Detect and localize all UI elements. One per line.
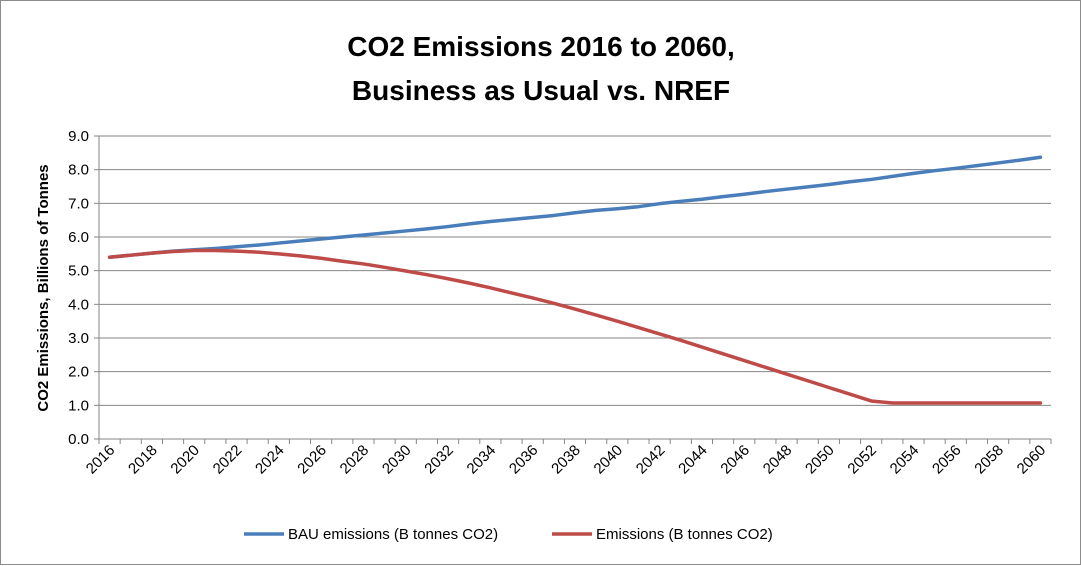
x-tick-label: 2038 — [548, 442, 584, 478]
legend: BAU emissions (B tonnes CO2) Emissions (B… — [244, 526, 773, 543]
x-tick-label: 2058 — [971, 442, 1007, 478]
x-tick-label: 2030 — [379, 442, 415, 478]
x-tick-label: 2048 — [760, 442, 796, 478]
x-tick-label: 2032 — [421, 442, 457, 478]
y-tick-label: 0.0 — [68, 431, 89, 448]
x-tick-label: 2040 — [591, 442, 627, 478]
x-tick-label: 2018 — [125, 442, 161, 478]
x-axis-tick-labels: 2016 2018 2020 2022 2024 2026 2028 2030 2032 2034… — [83, 442, 1049, 478]
y-axis-tick-labels: 0.0 1.0 2.0 3.0 4.0 5.0 6.0 7.0 8.0 9.0 — [68, 128, 89, 448]
y-tick-label: 7.0 — [68, 195, 89, 212]
x-tick-label: 2046 — [717, 442, 753, 478]
legend-label: BAU emissions (B tonnes CO2) — [288, 526, 498, 543]
y-tick-label: 3.0 — [68, 330, 89, 347]
x-tick-label: 2052 — [844, 442, 880, 478]
x-tick-label: 2028 — [337, 442, 373, 478]
x-tick-label: 2050 — [802, 442, 838, 478]
grid-lines — [99, 135, 1051, 406]
axes — [94, 135, 1052, 444]
chart-title: CO2 Emissions 2016 to 2060, Business as … — [347, 31, 735, 106]
series-line-2 — [107, 248, 1043, 405]
x-tick-label: 2056 — [929, 442, 965, 478]
y-tick-label: 8.0 — [68, 162, 89, 179]
x-tick-label: 2060 — [1014, 442, 1050, 478]
legend-label: Emissions (B tonnes CO2) — [596, 526, 773, 543]
x-tick-label: 2042 — [633, 442, 669, 478]
y-tick-label: 9.0 — [68, 128, 89, 145]
chart-title-line-2: Business as Usual vs. NREF — [352, 75, 730, 106]
x-tick-label: 2044 — [675, 442, 711, 478]
x-tick-label: 2020 — [167, 442, 203, 478]
x-tick-label: 2034 — [464, 442, 500, 478]
y-tick-label: 5.0 — [68, 263, 89, 280]
y-tick-label: 4.0 — [68, 296, 89, 313]
x-tick-label: 2026 — [294, 442, 330, 478]
y-axis-title: CO2 Emissions, Billions of Tonnes — [35, 164, 52, 411]
x-tick-label: 2054 — [887, 442, 923, 478]
series-line-1 — [107, 155, 1043, 259]
x-tick-label: 2036 — [506, 442, 542, 478]
x-tick-label: 2022 — [210, 442, 246, 478]
series-lines — [107, 155, 1043, 405]
y-tick-label: 2.0 — [68, 364, 89, 381]
x-tick-label: 2024 — [252, 442, 288, 478]
y-tick-label: 1.0 — [68, 397, 89, 414]
y-tick-label: 6.0 — [68, 229, 89, 246]
chart-title-line-1: CO2 Emissions 2016 to 2060, — [347, 31, 735, 62]
